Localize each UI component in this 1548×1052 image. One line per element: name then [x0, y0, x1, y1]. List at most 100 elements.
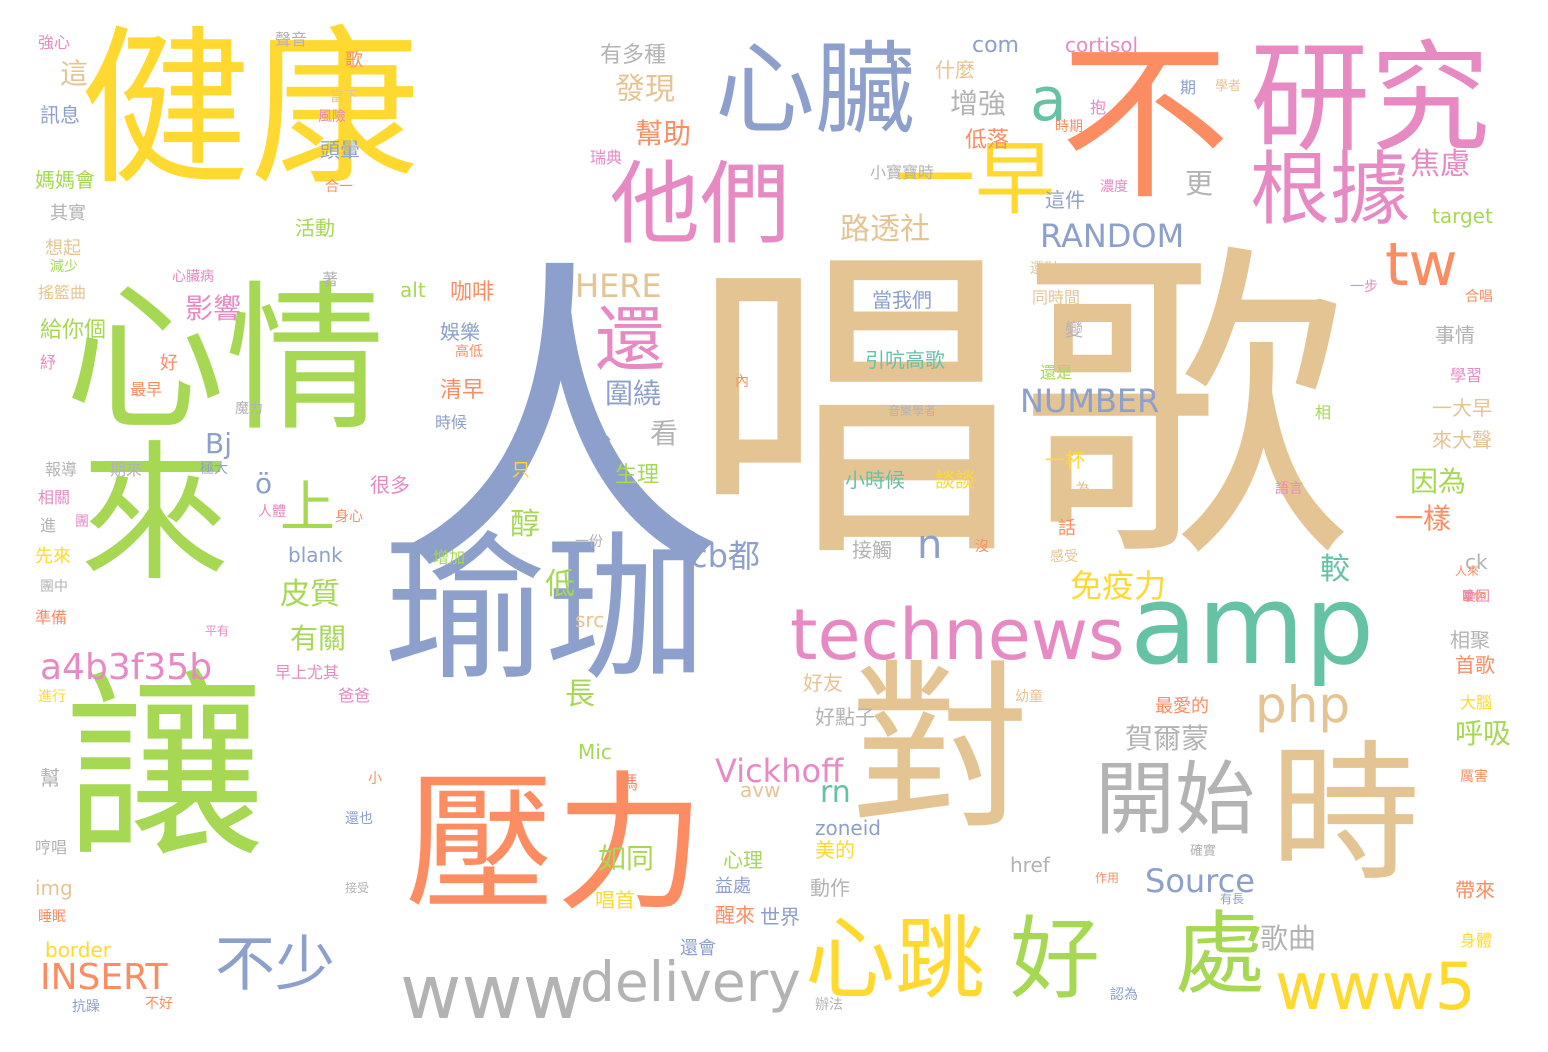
word-53: 歌曲: [1260, 922, 1317, 955]
word-19: 心跳: [805, 907, 985, 1012]
word-185: 只: [512, 460, 530, 481]
word-12: 研究: [1250, 30, 1490, 169]
word-58: 長: [565, 677, 595, 712]
word-59: 看: [650, 417, 679, 450]
word-50: 因為: [1410, 465, 1467, 498]
word-188: 內: [735, 374, 749, 390]
word-85: avw: [740, 778, 781, 802]
word-34: RANDOM: [1040, 217, 1185, 255]
word-70: 什麼: [935, 58, 975, 82]
word-174: 愛: [1462, 589, 1475, 603]
word-5: 瑜珈: [385, 516, 706, 703]
word-31: php: [1255, 676, 1351, 734]
word-146: 進: [40, 516, 57, 535]
word-197: 合唱: [1465, 289, 1493, 305]
word-67: com: [972, 33, 1019, 58]
word-150: 先來: [35, 546, 71, 567]
word-7: 來: [80, 428, 231, 602]
word-74: 娛樂: [440, 320, 480, 344]
word-108: 世界: [760, 905, 800, 929]
word-49: 圍繞: [605, 377, 662, 410]
word-39: Source: [1145, 862, 1255, 900]
word-145: 相關: [38, 488, 71, 507]
word-189: 音樂學者: [888, 404, 937, 418]
word-178: 喚回: [1462, 589, 1490, 605]
word-140: 時候: [435, 413, 468, 432]
word-22: www5: [1275, 950, 1476, 1025]
word-8: 對: [850, 645, 1031, 854]
word-116: 其實: [50, 203, 86, 224]
word-28: a: [1030, 65, 1067, 135]
word-139: 高低: [455, 344, 483, 360]
word-126: 小寶寶時: [870, 163, 935, 182]
word-175: 當你: [1462, 589, 1487, 603]
word-115: 媽媽會: [35, 168, 95, 192]
word-29: 不少: [215, 930, 335, 1000]
word-114: 頭暈: [320, 138, 360, 162]
word-44: 增強: [950, 87, 1007, 120]
word-162: 接受: [345, 881, 370, 895]
word-110: 帶來: [1455, 878, 1495, 902]
word-137: 最早: [130, 380, 163, 399]
word-40: 免疫力: [1070, 567, 1167, 605]
word-149: 身心: [335, 509, 363, 525]
word-24: www: [400, 948, 585, 1036]
word-166: 辦法: [815, 997, 843, 1013]
word-99: 一大早: [1432, 396, 1492, 420]
word-129: 抱: [1090, 98, 1107, 117]
word-177: 人來: [1455, 564, 1480, 578]
word-51: 一樣: [1395, 502, 1452, 535]
word-119: 強心: [38, 33, 71, 52]
word-3: 健康: [80, 11, 421, 209]
word-124: 合一: [325, 179, 353, 195]
word-43: 幫助: [635, 117, 692, 150]
word-46: 影響: [185, 292, 242, 325]
word-25: delivery: [580, 950, 801, 1014]
word-120: 聲音: [275, 30, 308, 49]
word-89: target: [1432, 204, 1493, 228]
word-113: 最愛的: [1155, 696, 1209, 717]
word-180: 沒: [975, 539, 989, 555]
word-131: 學者: [1215, 79, 1242, 94]
word-55: 如同: [598, 842, 655, 875]
word-156: 爸爸: [338, 686, 371, 705]
word-1: 唱歌: [690, 218, 1350, 602]
word-111: 首歌: [1455, 653, 1495, 677]
word-15: 他們: [610, 152, 790, 257]
word-123: 風險: [318, 109, 346, 125]
word-32: a4b3f35b: [40, 647, 213, 688]
word-37: cb都: [690, 537, 760, 575]
word-87: border: [45, 938, 112, 962]
word-192: 相: [1315, 403, 1332, 422]
word-10: 壓力: [405, 758, 706, 932]
word-186: 一份: [575, 534, 603, 550]
word-86: Mic: [578, 740, 612, 764]
word-184: 說: [597, 436, 611, 452]
word-73: 咖啡: [450, 280, 495, 305]
word-147: 團: [75, 514, 89, 530]
word-134: 著: [322, 270, 339, 289]
word-52: 賀爾蒙: [1125, 722, 1210, 755]
word-136: 好: [160, 353, 178, 374]
word-183: 為: [1075, 480, 1092, 499]
word-161: 哼唱: [35, 838, 68, 857]
word-92: 當我們: [872, 288, 932, 312]
word-20: 好: [1010, 907, 1100, 1012]
word-33: INSERT: [40, 957, 168, 998]
word-170: 確實: [1190, 844, 1217, 859]
word-142: 期來: [110, 460, 143, 479]
word-47: 皮質: [280, 577, 340, 612]
word-17: 根據: [1250, 143, 1410, 236]
word-96: 接觸: [852, 538, 892, 562]
word-93: 引吭高歌: [865, 348, 945, 372]
word-138: 紓: [40, 353, 57, 372]
word-187: 增加: [433, 548, 466, 567]
word-83: href: [1010, 853, 1050, 877]
word-98: 一杯: [1045, 448, 1085, 472]
word-106: 醒來: [715, 903, 755, 927]
word-75: 清早: [440, 378, 485, 403]
word-169: 作用: [1095, 871, 1120, 885]
word-153: 平有: [205, 624, 230, 638]
word-14: amp: [1130, 561, 1375, 689]
word-91: 好點子: [815, 705, 875, 729]
